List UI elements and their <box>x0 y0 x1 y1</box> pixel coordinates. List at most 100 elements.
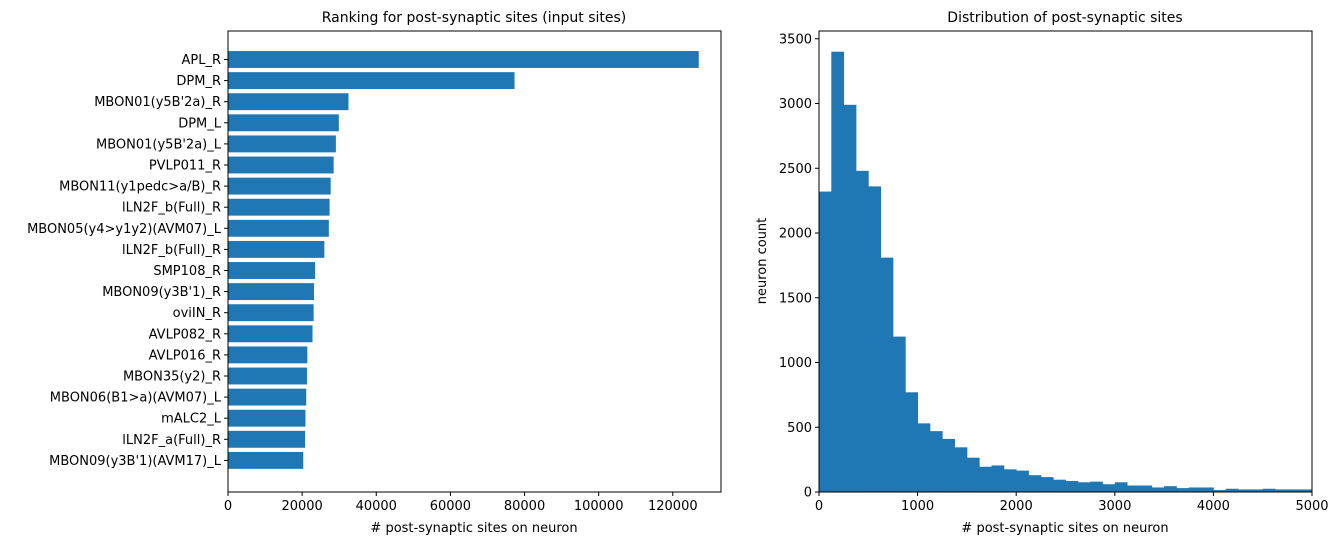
x-tick-label: 40000 <box>356 499 397 514</box>
histogram-bar <box>929 431 943 492</box>
histogram-bar <box>1040 477 1054 492</box>
ranking-bar <box>228 367 307 385</box>
y-tick-label: 3000 <box>779 97 812 112</box>
y-tick-label: mALC2_L <box>161 412 222 427</box>
y-tick-label: DPM_R <box>176 74 221 89</box>
ranking-x-ticks: 0 20000 40000 60000 80000 100000 120000 <box>224 492 698 514</box>
x-tick-label: 0 <box>224 499 232 514</box>
ranking-bar <box>228 409 306 427</box>
ranking-bar <box>228 93 349 111</box>
ranking-bar <box>228 325 313 343</box>
x-tick-label: 20000 <box>281 499 322 514</box>
y-tick-label: oviIN_R <box>173 306 221 321</box>
ranking-bar <box>228 346 308 364</box>
ranking-bar <box>228 135 336 153</box>
histogram-bar <box>1065 480 1079 492</box>
y-tick-label: lLN2F_b(Full)_R <box>122 243 221 258</box>
histogram-bar <box>1114 482 1128 492</box>
histogram-bar <box>1201 487 1214 492</box>
y-tick-label: MBON09(y3B'1)(AVM17)_L <box>49 454 222 469</box>
ranking-chart-title: Ranking for post-synaptic sites (input s… <box>322 10 627 26</box>
histogram-bar <box>892 336 906 492</box>
ranking-bar <box>228 283 314 301</box>
histogram-bar <box>1299 489 1313 492</box>
histogram-y-ticks: 0 500 1000 1500 2000 2500 3000 3500 <box>779 32 819 501</box>
y-tick-label: 1000 <box>779 356 812 371</box>
y-tick-label: MBON06(B1>a)(AVM07)_L <box>50 391 222 406</box>
y-tick-label: APL_R <box>181 53 221 68</box>
histogram-bar <box>1028 475 1042 492</box>
x-tick-label: 3000 <box>1098 499 1131 514</box>
ranking-bar <box>228 72 515 90</box>
ranking-bar <box>228 114 339 132</box>
y-tick-label: 0 <box>804 486 812 501</box>
histogram-bar <box>1176 488 1190 492</box>
histogram-x-ticks: 0 1000 2000 3000 4000 5000 <box>815 492 1329 514</box>
y-tick-label: MBON05(y4>y1y2)(AVM07)_L <box>27 222 222 237</box>
y-tick-label: MBON09(y3B'1)_R <box>102 285 221 300</box>
histogram-y-axis-label: neuron count <box>755 218 770 305</box>
x-tick-label: 2000 <box>1000 499 1033 514</box>
x-tick-label: 5000 <box>1295 499 1328 514</box>
ranking-bars <box>228 51 699 469</box>
y-tick-label: MBON35(y2)_R <box>123 370 221 385</box>
ranking-bar <box>228 240 325 258</box>
histogram-bar <box>868 186 882 493</box>
histogram-bar <box>1016 470 1029 492</box>
histogram-bar <box>1102 484 1116 492</box>
histogram-bar <box>1053 479 1066 492</box>
histogram-bar <box>1238 489 1251 492</box>
y-tick-label: AVLP082_R <box>149 327 221 342</box>
ranking-bar <box>228 177 331 195</box>
y-tick-label: lLN2F_b(Full)_R <box>122 201 221 216</box>
histogram-bar <box>917 423 931 492</box>
histogram-bar <box>819 191 832 492</box>
histogram-bar <box>942 438 955 492</box>
ranking-bar <box>228 388 307 406</box>
histogram-bar <box>1250 489 1264 492</box>
histogram-bar <box>1213 490 1227 492</box>
histogram-bar <box>1287 489 1301 492</box>
histogram-bar <box>954 447 968 492</box>
y-tick-label: MBON01(y5B'2a)_R <box>94 95 221 110</box>
ranking-y-ticks: APL_R DPM_R MBON01(y5B'2a)_R DPM_L MBON01(y5… <box>27 53 228 469</box>
ranking-bar <box>228 430 306 448</box>
histogram-bar <box>979 466 992 492</box>
ranking-x-axis-label: # post-synaptic sites on neuron <box>370 521 577 536</box>
distribution-chart: Distribution of post-synaptic sites 0 100… <box>755 10 1329 536</box>
x-tick-label: 100000 <box>574 499 624 514</box>
y-tick-label: 2000 <box>779 227 812 242</box>
y-tick-label: SMP108_R <box>153 264 221 279</box>
histogram-bar <box>1127 485 1140 492</box>
ranking-plot-frame <box>227 30 722 493</box>
y-tick-label: lLN2F_a(Full)_R <box>122 433 221 448</box>
y-tick-label: 2500 <box>779 162 812 177</box>
histogram-bar <box>855 170 869 492</box>
x-tick-label: 60000 <box>430 499 471 514</box>
histogram-bar <box>880 257 894 492</box>
ranking-bar <box>228 156 334 174</box>
ranking-bar <box>228 262 316 279</box>
x-tick-label: 4000 <box>1197 499 1230 514</box>
ranking-bar <box>228 304 314 322</box>
y-tick-label: DPM_L <box>178 116 222 131</box>
histogram-bars <box>819 51 1313 493</box>
x-tick-label: 0 <box>815 499 823 514</box>
x-tick-label: 120000 <box>648 499 698 514</box>
histogram-bar <box>1262 488 1276 492</box>
histogram-bar <box>1077 482 1091 492</box>
y-tick-label: 3500 <box>779 32 812 47</box>
histogram-bar <box>1003 469 1017 492</box>
ranking-bar <box>228 51 699 68</box>
histogram-bar <box>1139 485 1153 492</box>
histogram-bar <box>1164 486 1177 492</box>
y-tick-label: 500 <box>787 421 812 436</box>
ranking-bar <box>228 451 304 469</box>
histogram-x-axis-label: # post-synaptic sites on neuron <box>961 521 1168 536</box>
histogram-bar <box>966 457 980 492</box>
histogram-bar <box>1275 489 1288 492</box>
histogram-bar <box>831 51 845 492</box>
x-tick-label: 1000 <box>901 499 934 514</box>
histogram-bar <box>1225 488 1239 492</box>
